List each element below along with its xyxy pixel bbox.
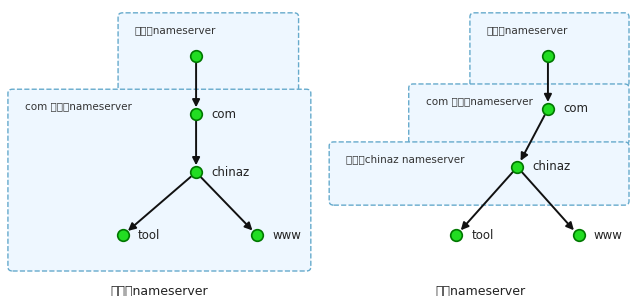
FancyBboxPatch shape [470,13,629,87]
Point [573,233,584,238]
Text: com 顶级域nameserver: com 顶级域nameserver [426,96,532,106]
Point [252,233,262,238]
Point [543,54,553,59]
Text: 根域名nameserver: 根域名nameserver [487,25,568,35]
FancyBboxPatch shape [8,89,311,271]
Text: 自建nameserver: 自建nameserver [436,285,525,296]
Text: tool: tool [472,229,494,242]
Text: chinaz: chinaz [532,160,571,173]
Point [543,107,553,111]
Text: www: www [273,229,301,242]
Point [118,233,128,238]
Text: chinaz: chinaz [211,166,250,179]
Text: com: com [563,102,588,115]
Text: 根域名nameserver: 根域名nameserver [135,25,216,35]
Point [191,54,201,59]
Point [512,165,522,169]
FancyBboxPatch shape [409,84,629,144]
FancyBboxPatch shape [329,142,629,205]
Text: 不自建nameserver: 不自建nameserver [111,285,208,296]
Point [451,233,461,238]
Text: com 顶级域nameserver: com 顶级域nameserver [25,101,132,111]
Point [191,170,201,175]
Text: 自建的chinaz nameserver: 自建的chinaz nameserver [346,154,465,164]
Text: www: www [594,229,623,242]
Point [191,112,201,117]
Text: tool: tool [138,229,161,242]
FancyBboxPatch shape [118,13,299,92]
Text: com: com [211,108,236,121]
